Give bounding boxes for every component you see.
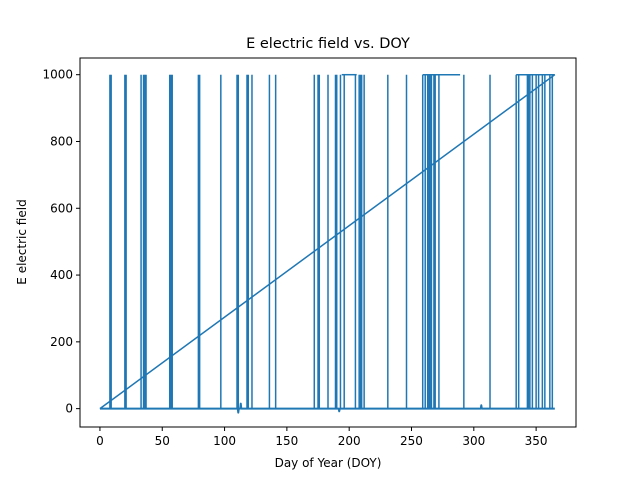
x-tick-label: 350 bbox=[525, 434, 548, 448]
x-tick-label: 0 bbox=[96, 434, 104, 448]
x-axis: 0 50 100 150 200 250 300 350 bbox=[96, 427, 548, 448]
chart-title: E electric field vs. DOY bbox=[246, 36, 410, 52]
series-baseline bbox=[99, 402, 555, 414]
x-tick-label: 200 bbox=[338, 434, 361, 448]
y-tick-label: 800 bbox=[50, 134, 73, 148]
plot-area bbox=[99, 73, 556, 414]
x-tick-label: 150 bbox=[275, 434, 298, 448]
x-tick-label: 50 bbox=[155, 434, 170, 448]
plot-frame bbox=[79, 57, 577, 428]
y-tick-label: 400 bbox=[50, 268, 73, 282]
series-diagonal bbox=[99, 74, 556, 410]
x-tick-label: 250 bbox=[400, 434, 423, 448]
y-axis-label: E electric field bbox=[15, 199, 29, 284]
x-tick-label: 100 bbox=[213, 434, 236, 448]
x-tick-label: 300 bbox=[462, 434, 485, 448]
y-tick-label: 0 bbox=[65, 402, 73, 416]
y-tick-label: 1000 bbox=[42, 68, 73, 82]
x-axis-label: Day of Year (DOY) bbox=[275, 456, 382, 470]
y-tick-label: 600 bbox=[50, 201, 73, 215]
y-tick-label: 200 bbox=[50, 335, 73, 349]
y-axis: 0 200 400 600 800 1000 bbox=[42, 68, 80, 416]
